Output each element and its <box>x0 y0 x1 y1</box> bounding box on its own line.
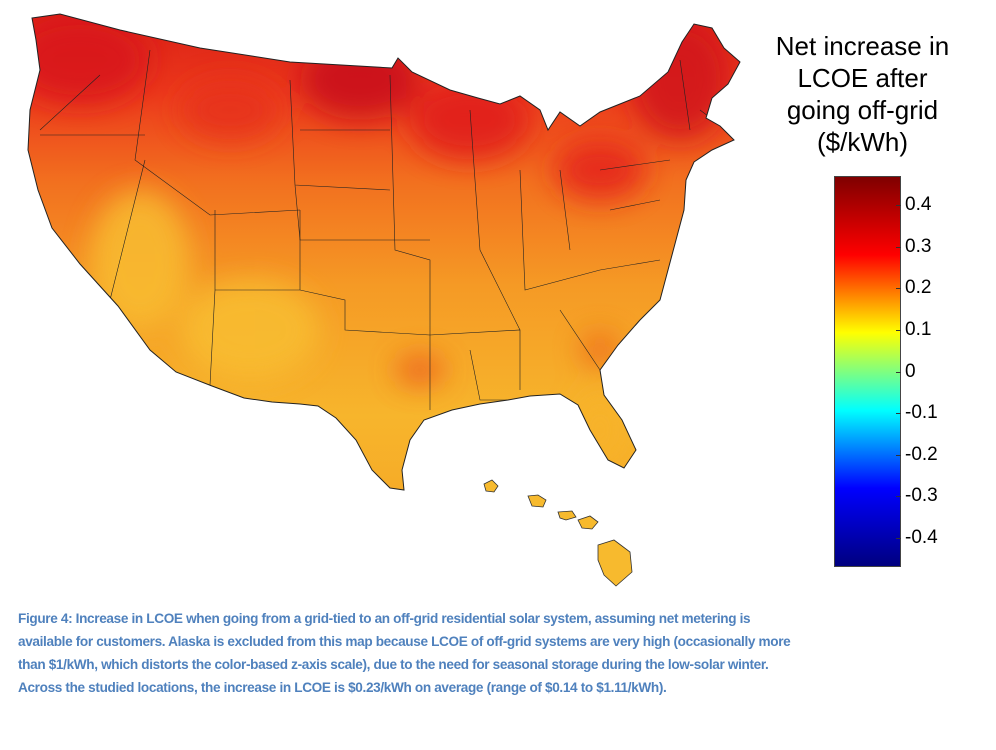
caption-line: than $1/kWh, which distorts the color-ba… <box>18 657 769 672</box>
colorbar-tick-mark <box>896 246 901 248</box>
colorbar-tick-label: 0.3 <box>905 235 932 257</box>
colorbar-tick-mark <box>896 496 901 498</box>
colorbar-tick-mark <box>896 371 901 373</box>
colorbar-tick-label: 0.2 <box>905 277 932 299</box>
colorbar-tick-mark <box>896 205 901 207</box>
colorbar-tick-label: -0.1 <box>905 402 938 424</box>
colorbar-tick-mark <box>896 413 901 415</box>
figure-caption: Figure 4: Increase in LCOE when going fr… <box>18 607 978 699</box>
state-borders <box>39 49 740 410</box>
lcoe-map <box>27 13 741 587</box>
colorbar-tick-mark <box>896 288 901 290</box>
colorbar-title-line: Net increase in <box>775 31 950 61</box>
colorbar-tick-label: 0.4 <box>905 194 932 216</box>
colorbar-title-line: LCOE after <box>797 63 928 93</box>
colorbar <box>834 176 901 567</box>
colorbar-tick-mark <box>896 329 901 331</box>
colorbar-tick-mark <box>896 537 901 539</box>
caption-line: Across the studied locations, the increa… <box>18 680 667 695</box>
colorbar-title: Net increase in LCOE after going off-gri… <box>760 30 965 158</box>
colorbar-tick-mark <box>896 454 901 456</box>
colorbar-tick-label: -0.3 <box>905 485 938 507</box>
hawaii-islands <box>483 479 633 587</box>
colorbar-title-line: going off-grid <box>786 95 939 125</box>
colorbar-tick-label: 0 <box>905 360 916 382</box>
caption-line: Figure 4: Increase in LCOE when going fr… <box>18 611 751 626</box>
colorbar-tick-label: 0.1 <box>905 318 932 340</box>
caption-line: available for customers. Alaska is exclu… <box>18 634 791 649</box>
colorbar-tick-label: -0.4 <box>905 526 938 548</box>
colorbar-tick-label: -0.2 <box>905 443 938 465</box>
us-outline <box>27 13 741 491</box>
colorbar-title-line: ($/kWh) <box>817 127 908 157</box>
